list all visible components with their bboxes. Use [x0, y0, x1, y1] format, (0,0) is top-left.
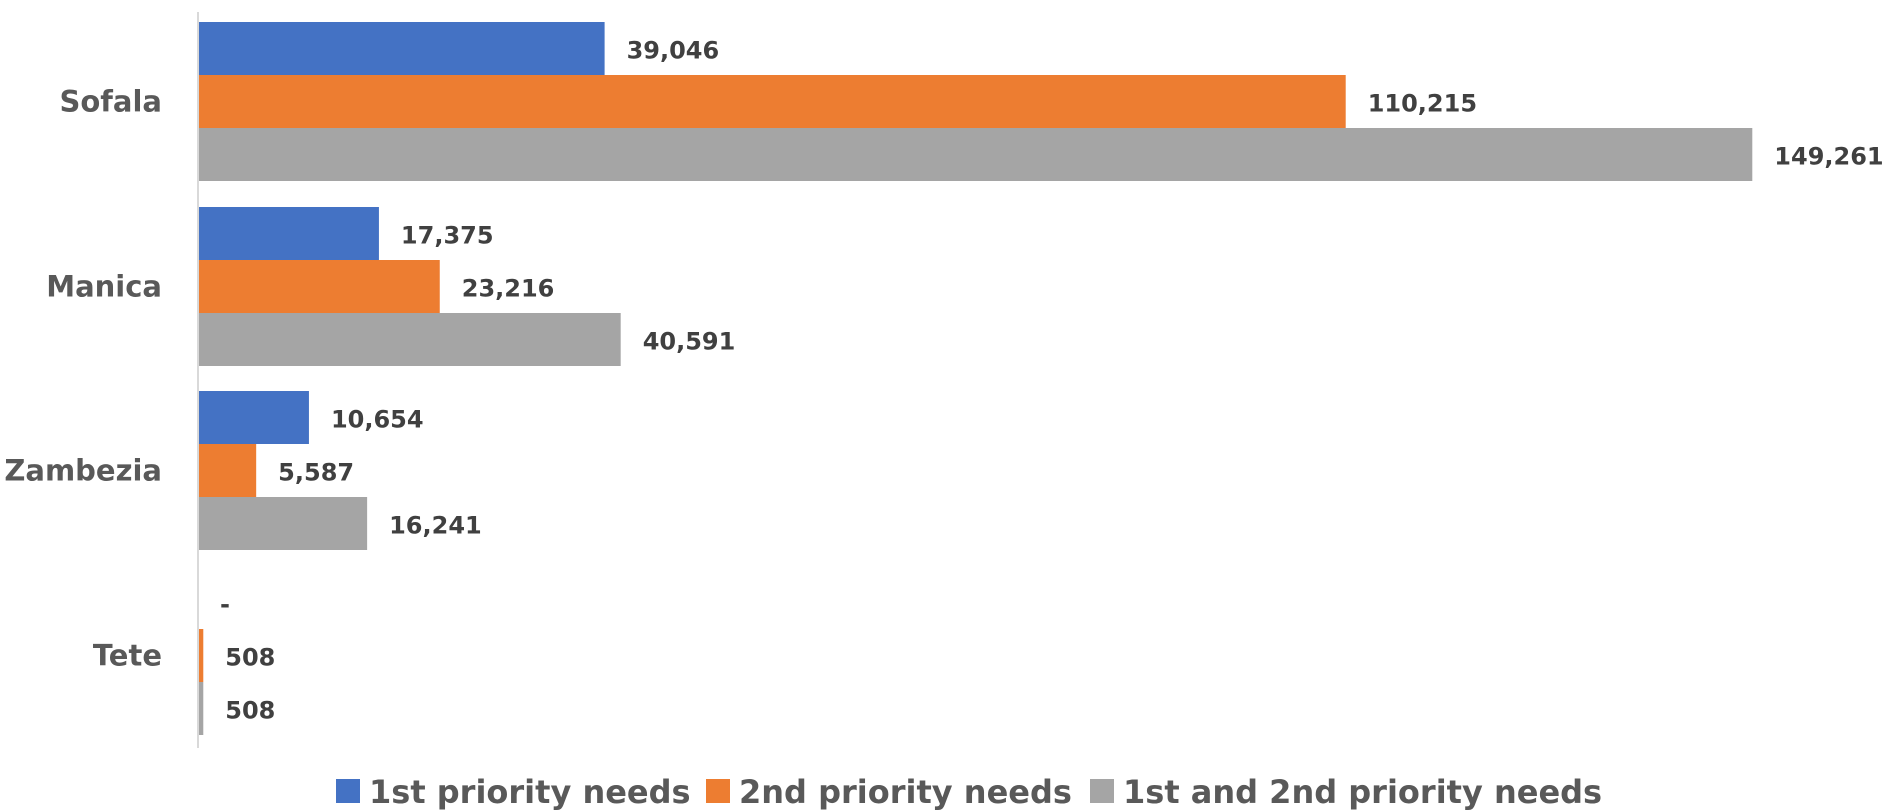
- legend-swatch-series-3: [1090, 779, 1114, 803]
- data-label-zambezia-series-2: 5,587: [278, 459, 354, 487]
- bar-tete-series-3: [198, 682, 204, 735]
- legend-label-series-3: 1st and 2nd priority needs: [1123, 773, 1602, 810]
- data-label-zambezia-series-1: 10,654: [331, 406, 424, 434]
- bar-sofala-series-1: [198, 22, 605, 75]
- bar-tete-series-2: [198, 629, 204, 682]
- legend-swatch-series-2: [706, 779, 730, 803]
- data-label-manica-series-2: 23,216: [462, 275, 555, 303]
- bar-manica-series-2: [198, 260, 440, 313]
- legend-swatch-series-1: [336, 779, 360, 803]
- bar-sofala-series-2: [198, 75, 1346, 128]
- data-label-tete-series-1: -: [220, 591, 230, 619]
- category-label-manica: Manica: [46, 270, 162, 304]
- legend: 1st priority needs 2nd priority needs 1st …: [336, 773, 1602, 810]
- data-label-manica-series-3: 40,591: [643, 328, 736, 356]
- data-label-sofala-series-2: 110,215: [1368, 90, 1477, 118]
- bars-layer: [198, 22, 1753, 735]
- data-label-manica-series-1: 17,375: [401, 222, 494, 250]
- category-labels: Sofala Manica Zambezia Tete: [4, 85, 162, 673]
- data-label-zambezia-series-3: 16,241: [389, 512, 482, 540]
- data-label-tete-series-3: 508: [225, 697, 275, 725]
- bar-manica-series-1: [198, 207, 379, 260]
- bar-zambezia-series-2: [198, 444, 257, 497]
- category-label-zambezia: Zambezia: [4, 454, 162, 488]
- data-label-sofala-series-3: 149,261: [1774, 143, 1883, 171]
- bar-zambezia-series-3: [198, 497, 368, 550]
- bar-sofala-series-3: [198, 128, 1753, 181]
- legend-label-series-2: 2nd priority needs: [739, 773, 1072, 810]
- bar-zambezia-series-1: [198, 391, 309, 444]
- category-label-tete: Tete: [93, 639, 162, 673]
- data-label-sofala-series-1: 39,046: [627, 37, 720, 65]
- bar-manica-series-3: [198, 313, 621, 366]
- data-label-tete-series-2: 508: [225, 644, 275, 672]
- category-label-sofala: Sofala: [59, 85, 162, 119]
- legend-label-series-1: 1st priority needs: [369, 773, 691, 810]
- data-labels: 39,046 110,215 149,261 17,375 23,216 40,591 10…: [220, 37, 1884, 725]
